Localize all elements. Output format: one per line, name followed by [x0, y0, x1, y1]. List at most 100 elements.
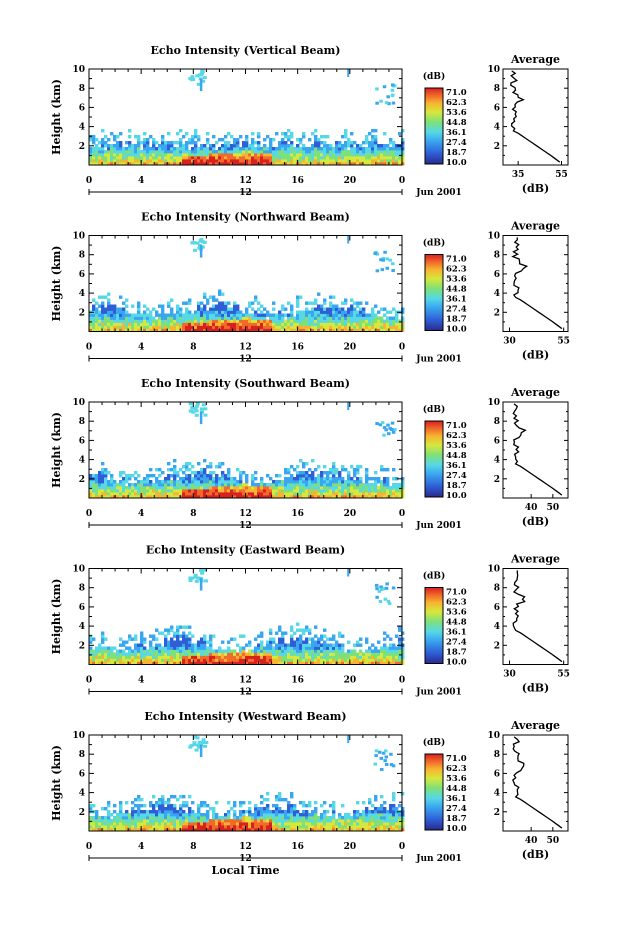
- x-tick-label: 4: [138, 842, 144, 852]
- y-tick-label: 4: [79, 456, 85, 466]
- colorbar-label: 62.3: [446, 764, 467, 774]
- colorbar-unit: (dB): [423, 737, 445, 748]
- x-tick-label: 0: [399, 842, 405, 852]
- x-tick-label: 0: [399, 176, 405, 186]
- x-tick-label: 8: [190, 176, 196, 186]
- colorbar-label: 36.1: [446, 628, 467, 638]
- heatmap-field: [89, 402, 405, 499]
- colorbar-label: 18.7: [446, 481, 467, 491]
- profile-y-tick-label: 8: [494, 584, 500, 594]
- axis-ticks: [88, 734, 403, 832]
- profile-line: [510, 70, 561, 163]
- profile-frame: [502, 568, 569, 665]
- colorbar-label: 36.1: [446, 295, 467, 305]
- x-tick-label: 4: [138, 676, 144, 686]
- colorbar-label: 18.7: [446, 814, 467, 824]
- y-tick-label: 2: [79, 808, 85, 818]
- panel-5: Echo Intensity (Westward Beam) 0 4 8 12 16 20 0…: [50, 710, 569, 877]
- axis-ticks: [88, 235, 403, 332]
- profile-x-tick-label: 40: [525, 836, 538, 846]
- x-tick-label: 20: [344, 176, 357, 186]
- profile-y-tick-label: 8: [494, 251, 500, 261]
- profile-y-tick-label: 8: [494, 417, 500, 427]
- y-axis-label: Height (km): [50, 412, 63, 488]
- y-tick-label: 10: [72, 232, 85, 242]
- profile-y-tick-label: 4: [494, 789, 500, 799]
- colorbar-label: 36.1: [446, 461, 467, 471]
- colorbar: [424, 87, 444, 165]
- colorbar-label: 10.0: [446, 491, 467, 501]
- y-tick-label: 4: [79, 622, 85, 632]
- axis-ticks: [88, 568, 403, 665]
- profile-title: Average: [510, 53, 560, 66]
- colorbar-label: 71.0: [446, 754, 467, 764]
- y-tick-label: 6: [79, 436, 85, 446]
- colorbar-label: 10.0: [446, 325, 467, 335]
- month-year-label: Jun 2001: [415, 521, 462, 531]
- y-tick-label: 8: [79, 84, 85, 94]
- colorbar-label: 71.0: [446, 255, 467, 265]
- y-tick-label: 8: [79, 750, 85, 760]
- x-tick-label: 4: [138, 176, 144, 186]
- colorbar-label: 53.6: [446, 108, 467, 118]
- axis-ticks: [88, 68, 403, 166]
- profile-x-tick-label: 55: [557, 670, 570, 680]
- y-tick-label: 8: [79, 417, 85, 427]
- profile-x-label: (dB): [522, 682, 549, 695]
- x-tick-label: 4: [138, 509, 144, 519]
- heatmap-field: [89, 69, 405, 166]
- y-tick-label: 10: [72, 398, 85, 408]
- colorbar-label: 27.4: [446, 305, 467, 315]
- profile-y-tick-label: 2: [494, 475, 500, 485]
- y-tick-label: 6: [79, 270, 85, 280]
- colorbar-unit: (dB): [423, 404, 445, 415]
- colorbar-unit: (dB): [423, 571, 445, 582]
- profile-x-tick-label: 40: [525, 503, 538, 513]
- colorbar-label: 44.8: [446, 451, 467, 461]
- x-tick-label: 0: [86, 509, 92, 519]
- profile-y-tick-label: 8: [494, 750, 500, 760]
- x-tick-label: 12: [239, 842, 252, 852]
- x-tick-label: 0: [86, 676, 92, 686]
- profile-x-label: (dB): [522, 182, 549, 195]
- date-label: 12: [239, 355, 252, 365]
- y-tick-label: 8: [79, 584, 85, 594]
- profile-frame: [502, 68, 569, 166]
- colorbar: [424, 254, 444, 331]
- colorbar: [424, 753, 444, 831]
- profile-x-tick-label: 55: [557, 337, 570, 347]
- colorbar-label: 71.0: [446, 421, 467, 431]
- profile-y-tick-label: 4: [494, 622, 500, 632]
- colorbar: [424, 587, 444, 664]
- heatmap-field: [89, 568, 405, 665]
- colorbar-unit: (dB): [423, 71, 445, 82]
- profile-y-tick-label: 2: [494, 142, 500, 152]
- profile-frame: [502, 235, 569, 332]
- profile-y-tick-label: 6: [494, 436, 500, 446]
- profile-line: [512, 570, 563, 663]
- profile-y-tick-label: 10: [487, 65, 500, 75]
- profile-x-tick-label: 30: [503, 670, 516, 680]
- colorbar-label: 36.1: [446, 794, 467, 804]
- profile-y-tick-label: 10: [487, 398, 500, 408]
- profile-x-label: (dB): [522, 515, 549, 528]
- profile-x-tick-label: 50: [547, 836, 560, 846]
- profile-x-label: (dB): [522, 349, 549, 362]
- y-tick-label: 6: [79, 103, 85, 113]
- profile-y-tick-label: 2: [494, 808, 500, 818]
- profile-line: [512, 736, 563, 829]
- profile-title: Average: [510, 553, 560, 566]
- x-tick-label: 0: [399, 343, 405, 353]
- date-label: 12: [239, 854, 252, 864]
- colorbar-label: 27.4: [446, 471, 467, 481]
- x-tick-label: 12: [239, 509, 252, 519]
- profile-y-tick-label: 6: [494, 769, 500, 779]
- y-tick-label: 2: [79, 475, 85, 485]
- y-axis-label: Height (km): [50, 579, 63, 655]
- chart-title: Echo Intensity (Northward Beam): [141, 211, 350, 224]
- profile-line: [512, 403, 563, 496]
- y-tick-label: 10: [72, 731, 85, 741]
- colorbar-label: 44.8: [446, 784, 467, 794]
- colorbar-label: 27.4: [446, 638, 467, 648]
- colorbar-label: 18.7: [446, 648, 467, 658]
